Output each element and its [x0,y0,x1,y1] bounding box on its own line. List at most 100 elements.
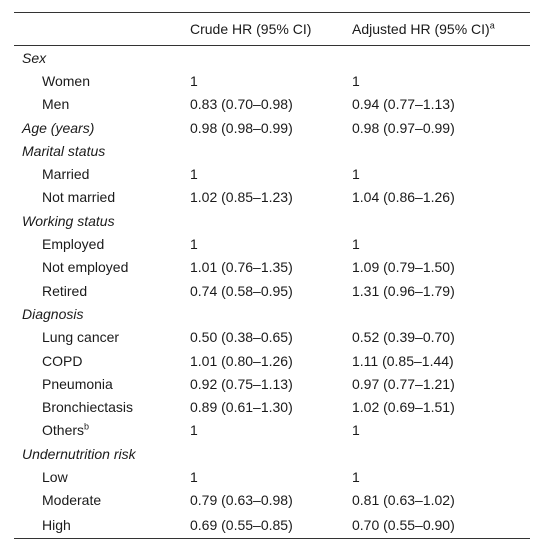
adjusted-hr-value [344,442,530,465]
header-adjusted-hr: Adjusted HR (95% CI)a [344,12,530,46]
row-label-text: Sex [22,49,47,66]
crude-hr-value: 1 [190,468,198,485]
group-label: Working status [14,209,182,232]
row-label-text: Others [42,422,85,439]
header-crude-hr: Crude HR (95% CI) [182,12,344,46]
header-adjusted-hr-text: Adjusted HR (95% CI) [352,21,490,37]
row-label: COPD [14,349,182,372]
adjusted-hr-value: 0.98 (0.97–0.99) [352,119,455,136]
adjusted-hr-value: 0.97 (0.77–1.21) [352,375,455,392]
row-label: Moderate [14,489,182,512]
adjusted-hr-value: 1 [352,422,360,439]
row-label: Low [14,465,182,488]
adjusted-hr-value: 0.52 (0.39–0.70) [352,329,455,346]
table-body: Sex Women 1 1 Men 0.83 (0.70–0.98) 0.94 (0.77–… [14,46,530,539]
crude-hr-value: 1 [190,72,198,89]
adjusted-hr-value [344,139,530,162]
crude-hr-value: 1 [190,236,198,253]
adjusted-hr-value: 1.02 (0.69–1.51) [352,399,455,416]
row-label: Women [14,69,182,92]
row-label: Retired [14,279,182,302]
adjusted-hr-value: 1.09 (0.79–1.50) [352,259,455,276]
table-row: Moderate 0.79 (0.63–0.98) 0.81 (0.63–1.02) [14,489,530,512]
row-label-text: Marital status [22,142,106,159]
adjusted-hr-value: 1.04 (0.86–1.26) [352,189,455,206]
crude-hr-value [182,209,344,232]
table-group-row: Marital status [14,139,530,162]
table-header: Crude HR (95% CI) Adjusted HR (95% CI)a [14,12,530,46]
table-group-row: Diagnosis [14,302,530,325]
row-label: Married [14,162,182,185]
table-row: Low 1 1 [14,465,530,488]
row-label-text: Moderate [42,492,102,509]
row-label: Not employed [14,256,182,279]
crude-hr-value [182,442,344,465]
table-group-row: Age (years) 0.98 (0.98–0.99) 0.98 (0.97–0.… [14,116,530,139]
row-label: Lung cancer [14,326,182,349]
row-label-text: Not employed [42,259,129,276]
row-label-text: Low [42,468,68,485]
crude-hr-value [182,46,344,70]
row-label: Men [14,93,182,116]
adjusted-hr-value: 1.11 (0.85–1.44) [352,352,454,369]
row-label-text: Age (years) [22,119,95,136]
crude-hr-value [182,139,344,162]
hazard-ratio-table: Crude HR (95% CI) Adjusted HR (95% CI)a … [14,12,530,539]
adjusted-hr-value [344,302,530,325]
row-label: Not married [14,186,182,209]
adjusted-hr-value: 1 [352,166,360,183]
row-label-text: Pneumonia [42,375,113,392]
group-label: Sex [14,46,182,70]
crude-hr-value: 0.74 (0.58–0.95) [190,282,293,299]
crude-hr-value: 0.89 (0.61–1.30) [190,399,293,416]
row-label-text: Married [42,166,90,183]
table-row: Retired 0.74 (0.58–0.95) 1.31 (0.96–1.79) [14,279,530,302]
adjusted-hr-value: 1 [352,72,360,89]
crude-hr-value: 1 [190,166,198,183]
table-row: Not married 1.02 (0.85–1.23) 1.04 (0.86–1.… [14,186,530,209]
table-row: Othersb 1 1 [14,419,530,442]
header-adjusted-footnote-mark: a [489,20,495,31]
table-row: Employed 1 1 [14,232,530,255]
row-label-text: Undernutrition risk [22,445,136,462]
crude-hr-value: 1.01 (0.80–1.26) [190,352,293,369]
crude-hr-value: 0.92 (0.75–1.13) [190,375,293,392]
row-label: Othersb [14,419,182,442]
group-label: Diagnosis [14,302,182,325]
row-label: Employed [14,232,182,255]
row-label-text: COPD [42,352,83,369]
hazard-ratio-table-container: Crude HR (95% CI) Adjusted HR (95% CI)a … [14,12,530,539]
row-label: Bronchiectasis [14,395,182,418]
header-empty-cell [14,12,182,46]
adjusted-hr-value [344,46,530,70]
row-label-text: Lung cancer [42,329,120,346]
row-label-text: Bronchiectasis [42,399,134,416]
table-group-row: Undernutrition risk [14,442,530,465]
row-label-text: Diagnosis [22,305,84,322]
crude-hr-value: 1 [190,422,198,439]
crude-hr-value: 1.01 (0.76–1.35) [190,259,293,276]
row-label-text: Men [42,96,70,113]
crude-hr-value: 0.50 (0.38–0.65) [190,329,293,346]
table-group-row: Working status [14,209,530,232]
adjusted-hr-value: 0.81 (0.63–1.02) [352,492,455,509]
adjusted-hr-value: 0.70 (0.55–0.90) [344,511,530,539]
crude-hr-value: 0.83 (0.70–0.98) [190,96,293,113]
adjusted-hr-value: 0.94 (0.77–1.13) [352,96,455,113]
crude-hr-value: 0.79 (0.63–0.98) [190,492,293,509]
table-row: COPD 1.01 (0.80–1.26) 1.11 (0.85–1.44) [14,349,530,372]
adjusted-hr-value: 1 [352,236,360,253]
table-row: High 0.69 (0.55–0.85) 0.70 (0.55–0.90) [14,511,530,539]
row-label-text: Women [42,72,90,89]
adjusted-hr-value [344,209,530,232]
row-footnote-mark: b [84,421,90,432]
group-label: Undernutrition risk [14,442,182,465]
crude-hr-value: 0.98 (0.98–0.99) [190,119,293,136]
group-label: Marital status [14,139,182,162]
table-row: Lung cancer 0.50 (0.38–0.65) 0.52 (0.39–0.… [14,326,530,349]
crude-hr-value: 1.02 (0.85–1.23) [190,189,293,206]
adjusted-hr-value: 1.31 (0.96–1.79) [352,282,455,299]
row-label: High [14,511,182,539]
table-row: Men 0.83 (0.70–0.98) 0.94 (0.77–1.13) [14,93,530,116]
row-label-text: Retired [42,282,88,299]
